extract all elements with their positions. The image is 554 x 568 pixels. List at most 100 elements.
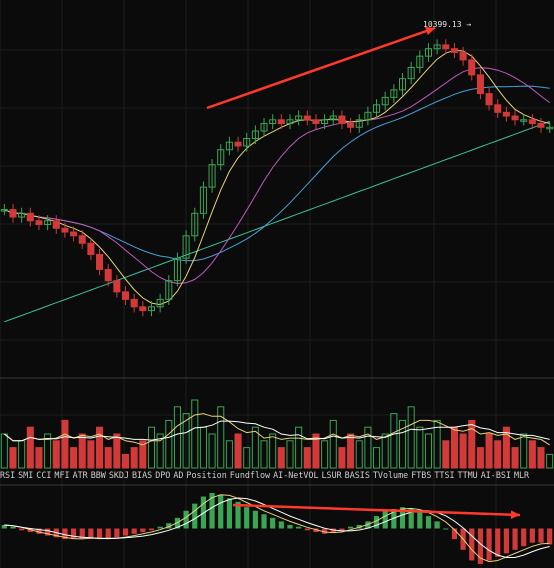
indicator-tab-cci[interactable]: CCI (36, 470, 52, 480)
macd-histogram-bar (495, 528, 501, 557)
indicator-tab-mfi[interactable]: MFI (54, 470, 70, 480)
macd-histogram-bar (270, 517, 276, 529)
indicator-tab-ftbs[interactable]: FTBS (411, 470, 432, 480)
candle-body (355, 119, 363, 128)
macd-histogram-bar (512, 528, 518, 550)
volume-bar (0, 433, 8, 469)
candle-body (407, 66, 415, 80)
indicator-tab-ai-bsi[interactable]: AI-BSI (480, 470, 511, 480)
macd-histogram-bar (425, 516, 432, 529)
macd-histogram-bar (157, 526, 163, 529)
indicator-tab-ai-netvol[interactable]: AI-NetVOL (273, 470, 319, 480)
candle-body (26, 212, 34, 222)
volume-bar (303, 447, 311, 469)
indicator-tab-bias[interactable]: BIAS (132, 470, 153, 480)
indicator-tab-atr[interactable]: ATR (72, 470, 88, 480)
macd-histogram-bar (79, 528, 85, 539)
volume-bar (9, 447, 17, 469)
candle-body (277, 119, 285, 125)
volume-bar (18, 440, 26, 469)
volume-bar (234, 433, 242, 469)
macd-histogram-bar (347, 526, 354, 529)
volume-bar (424, 433, 433, 469)
macd-histogram-bar (235, 501, 241, 529)
candle-body (182, 235, 190, 259)
indicator-tab-basis[interactable]: BASIS (344, 470, 370, 480)
volume-bar (442, 440, 450, 469)
candle-body (347, 123, 355, 128)
indicator-tab-smi[interactable]: SMI (18, 470, 34, 480)
candle-body (295, 115, 303, 121)
indicator-tab-bar: RSI SMI CCI MFI ATR BBW SKDJ BIAS DPO AD Position F… (0, 470, 554, 484)
volume-bar (416, 426, 424, 469)
volume-bar (182, 413, 190, 469)
indicator-tab-skdj[interactable]: SKDJ (108, 470, 130, 480)
macd-histogram-bar (547, 528, 553, 545)
indicator-tab-lsur[interactable]: LSUR (321, 470, 342, 480)
indicator-tab-ttsi[interactable]: TTSI (434, 470, 455, 480)
macd-histogram-bar (209, 493, 215, 529)
macd-histogram-bar (226, 498, 232, 529)
macd-histogram-bar (443, 528, 449, 530)
volume-bar (476, 447, 484, 469)
candle-body (225, 141, 233, 151)
macd-histogram-bar (538, 528, 544, 543)
macd-histogram-bar (477, 528, 484, 564)
uptrend-annotation-arrow (206, 26, 436, 110)
volume-bar (295, 426, 303, 469)
volume-bar (537, 447, 545, 469)
indicator-tab-position[interactable]: Position (186, 470, 227, 480)
volume-bar (450, 426, 458, 469)
macd-histogram-bar (408, 508, 414, 529)
volume-bar (191, 399, 199, 469)
candle-body (468, 59, 476, 76)
candle-body (424, 48, 433, 57)
candle-body (520, 119, 528, 122)
candle-body (156, 298, 164, 308)
macd-histogram-bar (391, 508, 397, 529)
macd-histogram-bar (10, 526, 16, 529)
volume-bar (494, 440, 502, 469)
macd-histogram-bar (529, 528, 535, 543)
candle-body (35, 220, 43, 226)
indicator-tab-mlr[interactable]: MLR (513, 470, 530, 480)
volume-bar (52, 440, 60, 469)
indicator-tab-dpo[interactable]: DPO (155, 470, 171, 480)
volume-bar (459, 433, 467, 469)
candle-body (476, 74, 484, 95)
macd-histogram-bar (122, 528, 129, 536)
candle-body (321, 119, 329, 125)
ma-long-line (4, 121, 550, 323)
volume-bar (364, 426, 372, 469)
candle-body (243, 137, 251, 147)
volume-bar (104, 447, 112, 469)
candle-body (329, 115, 337, 121)
volume-bar (433, 419, 441, 469)
macd-dif-line (4, 494, 550, 563)
candle-body (286, 119, 294, 125)
indicator-tab-bbw[interactable]: BBW (90, 470, 106, 480)
candle-body (0, 209, 8, 212)
volume-bar (35, 447, 43, 469)
indicator-tab-tvolume[interactable]: TVolume (372, 470, 409, 480)
macd-histogram-bar (36, 528, 42, 534)
candle-body (303, 115, 311, 121)
volume-bar (528, 440, 536, 469)
volume-bar (398, 419, 407, 469)
macd-histogram-bar (399, 507, 406, 529)
candle-body (199, 186, 207, 214)
volume-bar (44, 433, 52, 469)
volume-bar (130, 447, 138, 469)
indicator-tab-ad[interactable]: AD (173, 470, 184, 480)
indicator-tab-rsi[interactable]: RSI (0, 470, 16, 480)
macd-histogram-bar (322, 528, 328, 534)
volume-bar (511, 447, 519, 469)
candle-body (312, 119, 320, 125)
indicator-tab-fundflow[interactable]: Fundflow (229, 470, 271, 480)
candle-body (260, 123, 268, 132)
macd-histogram-bar (140, 528, 146, 533)
macd-histogram-bar (373, 516, 380, 529)
indicator-tab-ttmu[interactable]: TTMU (457, 470, 478, 480)
